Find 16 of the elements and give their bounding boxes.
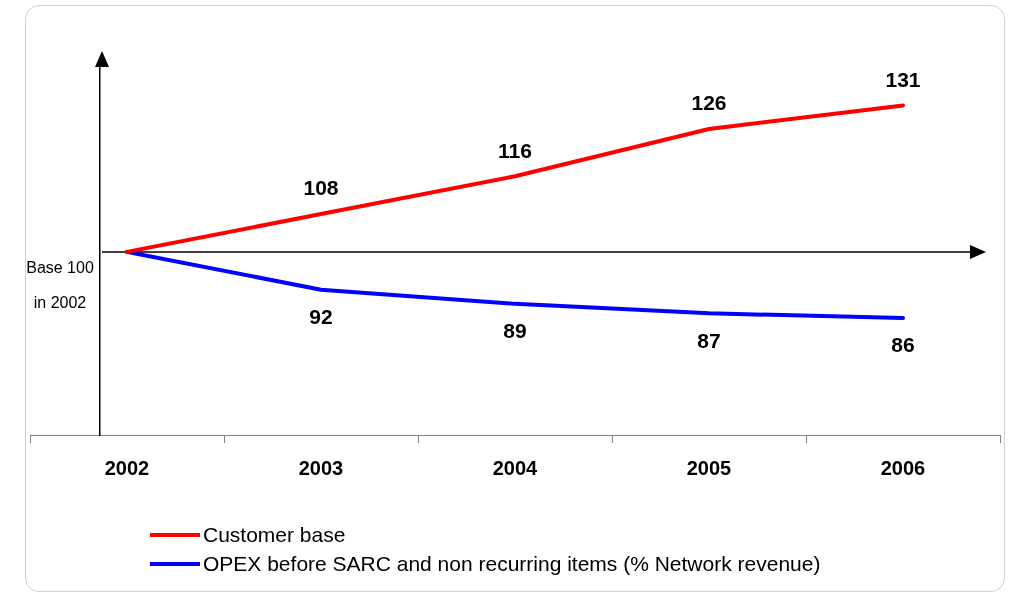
- legend-label: OPEX before SARC and non recurring items (% Network revenue): [203, 551, 821, 576]
- data-label: 86: [891, 333, 915, 357]
- data-label: 126: [691, 91, 727, 115]
- data-label: 89: [503, 319, 527, 343]
- data-label: 131: [885, 67, 921, 91]
- x-tick-label: 2002: [104, 456, 150, 479]
- x-tick-label: 2005: [686, 456, 732, 479]
- text: Base 100 in 2002: [26, 259, 94, 312]
- data-label: 108: [303, 176, 339, 200]
- data-label: 116: [498, 138, 532, 162]
- legend-label: Customer base: [203, 522, 346, 547]
- data-label: 92: [309, 304, 333, 328]
- x-tick-label: 2004: [492, 456, 539, 479]
- x-tick-label: 2003: [298, 456, 344, 479]
- x-tick-label: 2006: [880, 456, 926, 479]
- data-label: 87: [697, 328, 721, 352]
